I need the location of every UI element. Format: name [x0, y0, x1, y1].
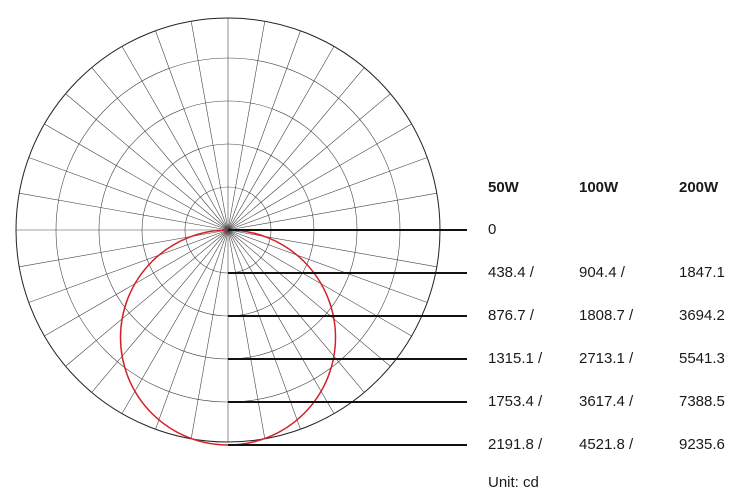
unit-label: Unit: cd: [488, 474, 539, 491]
ring-value-2-v50: 876.7 /: [488, 307, 534, 324]
spoke-280: [19, 192, 229, 231]
spoke-330: [121, 46, 229, 231]
spoke-60: [227, 123, 412, 231]
ring-value-5-v50: 2191.8 /: [488, 436, 543, 453]
spoke-340: [155, 30, 229, 231]
ring-value-2-v100: 1808.7 /: [579, 307, 634, 324]
spoke-20: [227, 30, 301, 231]
spoke-150: [227, 229, 335, 414]
spoke-240: [44, 229, 229, 337]
spoke-320: [91, 67, 229, 231]
spoke-80: [227, 192, 437, 231]
ring-value-1-v50: 438.4 /: [488, 264, 534, 281]
header-50w: 50W: [488, 179, 519, 196]
spoke-300: [44, 123, 229, 231]
ring-value-1-v100: 904.4 /: [579, 264, 625, 281]
ring-value-1-v200: 1847.1: [679, 264, 725, 281]
spoke-250: [28, 229, 229, 303]
ring-value-4-v50: 1753.4 /: [488, 393, 543, 410]
spoke-130: [227, 229, 391, 367]
header-100w: 100W: [579, 179, 619, 196]
spoke-210: [121, 229, 229, 414]
spoke-350: [190, 21, 229, 231]
ring-value-4-v100: 3617.4 /: [579, 393, 634, 410]
spoke-170: [227, 229, 266, 439]
spoke-30: [227, 46, 335, 231]
ring-value-3-v200: 5541.3: [679, 350, 725, 367]
ring-value-3-v50: 1315.1 /: [488, 350, 543, 367]
spoke-290: [28, 157, 229, 231]
header-200w: 200W: [679, 179, 719, 196]
spoke-10: [227, 21, 266, 231]
spoke-200: [155, 229, 229, 430]
spoke-110: [227, 229, 428, 303]
spoke-50: [227, 93, 391, 231]
spoke-70: [227, 157, 428, 231]
spoke-310: [65, 93, 229, 231]
spoke-160: [227, 229, 301, 430]
ring-value-4-v200: 7388.5: [679, 393, 725, 410]
spoke-120: [227, 229, 412, 337]
spoke-140: [227, 229, 365, 393]
ring-value-5-v200: 9235.6: [679, 436, 725, 453]
ring-value-3-v100: 2713.1 /: [579, 350, 634, 367]
spoke-220: [91, 229, 229, 393]
ring-value-0-v50: 0: [488, 221, 497, 238]
spoke-40: [227, 67, 365, 231]
ring-leader-lines: [228, 229, 467, 446]
spoke-230: [65, 229, 229, 367]
ring-value-5-v100: 4521.8 /: [579, 436, 634, 453]
ring-value-2-v200: 3694.2: [679, 307, 725, 324]
spoke-190: [190, 229, 229, 439]
